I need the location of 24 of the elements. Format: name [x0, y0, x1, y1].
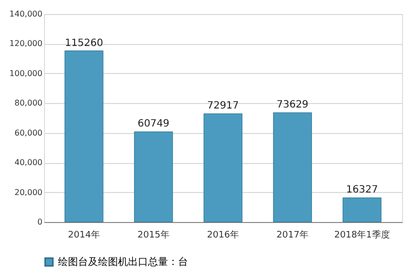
y-tick-label: 40,000 — [14, 158, 42, 168]
bar — [342, 197, 382, 222]
x-tick-label: 2016年 — [207, 230, 239, 240]
bar — [204, 113, 242, 222]
y-tick-label: 20,000 — [14, 188, 42, 197]
y-tick-label: 120,000 — [9, 39, 42, 48]
data-label: 60749 — [138, 118, 170, 130]
y-tick-label: 140,000 — [9, 10, 42, 18]
x-tick-label: 2017年 — [276, 230, 308, 240]
y-tick-label: 100,000 — [9, 68, 42, 78]
bar — [273, 112, 312, 222]
data-label: 115260 — [64, 38, 104, 49]
bar — [64, 50, 104, 222]
bar — [134, 131, 173, 222]
x-tick-label: 2015年 — [138, 230, 170, 240]
y-tick-label: 80,000 — [14, 98, 42, 108]
data-label: 72917 — [207, 100, 239, 112]
x-tick-label: 2018年1季度 — [334, 230, 390, 240]
data-label: 73629 — [276, 100, 308, 111]
legend-label: 绘图台及绘图机出口总量：台 — [58, 256, 188, 268]
x-tick-label: 2014年 — [68, 230, 100, 240]
data-label: 16327 — [346, 184, 378, 196]
y-tick-label: 60,000 — [14, 128, 42, 138]
y-tick-label: 0 — [37, 218, 42, 226]
